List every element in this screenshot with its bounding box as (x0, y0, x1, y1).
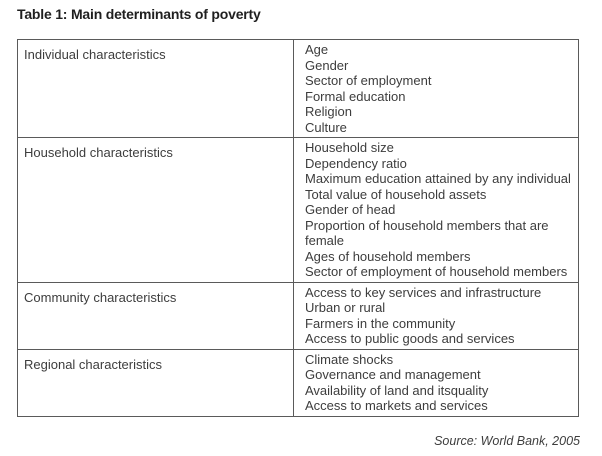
table-row: Individual characteristics Age Gender Secto… (18, 40, 578, 137)
determinant-item: Ages of household members (305, 248, 471, 264)
determinants-table: Individual characteristics Age Gender Secto… (17, 39, 579, 417)
category-cell: Household characteristics (18, 138, 294, 282)
category-cell: Regional characteristics (18, 349, 294, 416)
determinant-item: Maximum education attained by any indivi… (305, 171, 571, 186)
determinants-cell: Household size Dependency ratio Maximum ed… (294, 138, 578, 282)
determinant-item: Access to key services and infrastructur… (305, 284, 542, 300)
determinant-item: Formal education (305, 88, 406, 104)
determinants-cell: Climate shocks Governance and management A… (294, 350, 578, 416)
determinant-item: Culture (305, 119, 347, 135)
determinant-item: Urban or rural (305, 300, 386, 315)
category-cell: Community characteristics (18, 282, 294, 349)
determinant-item: Governance and management (305, 367, 481, 382)
determinant-item: Gender (305, 57, 349, 73)
table-row: Regional characteristics Climate shocks Go… (18, 348, 578, 416)
determinant-item: Household size (305, 140, 394, 155)
table-row: Community characteristics Access to key s… (18, 281, 578, 349)
determinant-item: Sector of employment (305, 73, 432, 88)
determinant-item: Access to public goods and services (305, 331, 515, 346)
determinant-item: Sector of employment of household member… (305, 264, 568, 279)
determinants-cell: Age Gender Sector of employment Formal educ… (294, 40, 578, 137)
source-citation: Source: World Bank, 2005 (434, 434, 580, 448)
table-caption: Table 1: Main determinants of poverty (17, 6, 261, 22)
determinant-item: Religion (305, 104, 352, 119)
determinant-item: Age (305, 42, 329, 57)
determinant-item: Proportion of household members that are… (305, 217, 549, 249)
determinant-item: Availability of land and itsquality (305, 382, 489, 398)
table-row: Household characteristics Household size D… (18, 137, 578, 282)
determinant-item: Gender of head (305, 202, 396, 217)
determinants-cell: Access to key services and infrastructur… (294, 283, 578, 349)
determinant-item: Total value of household assets (305, 186, 487, 202)
category-cell: Individual characteristics (18, 40, 294, 137)
determinant-item: Dependency ratio (305, 155, 407, 171)
determinant-item: Climate shocks (305, 351, 394, 367)
determinant-item: Farmers in the community (305, 315, 456, 331)
determinant-item: Access to markets and services (305, 398, 488, 413)
